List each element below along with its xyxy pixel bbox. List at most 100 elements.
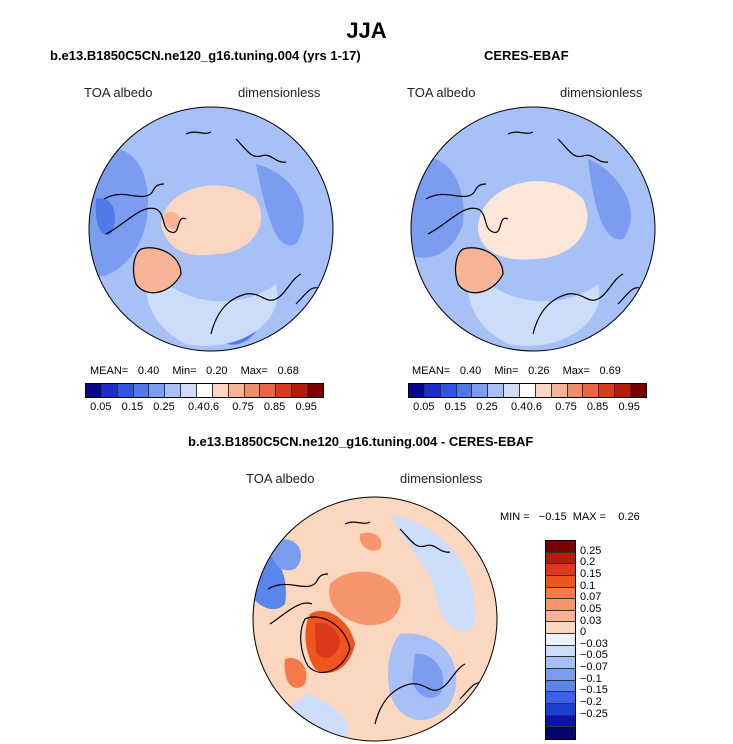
panel1-mean-label: MEAN= <box>90 365 129 377</box>
colorbar-swatch <box>546 610 575 623</box>
panel1-variable-label: TOA albedo <box>84 85 153 100</box>
colorbar-tick-label: 0.85 <box>586 401 609 413</box>
colorbar-swatch <box>244 384 261 397</box>
colorbar-tick-label: −0.1 <box>580 672 602 685</box>
panel1-max-value: 0.68 <box>277 365 299 377</box>
panel2-colorbar <box>408 383 647 398</box>
colorbar-tick-label: 0.2 <box>580 556 596 569</box>
panel2-polar-map <box>410 106 656 352</box>
colorbar-tick-label: 0.15 <box>444 401 467 413</box>
colorbar-swatch <box>546 634 575 646</box>
panel2-min-label: Min= <box>494 365 519 377</box>
colorbar-tick-label: 0.6 <box>203 401 220 413</box>
colorbar-swatch <box>504 384 521 397</box>
colorbar-swatch <box>276 384 293 397</box>
panel2-colorbar-ticks: 0.05 0.15 0.25 0.4 0.6 0.75 0.85 0.95 <box>408 401 645 415</box>
panel1-colorbar <box>85 383 324 398</box>
colorbar-swatch <box>546 657 575 670</box>
panel1-min-value: 0.20 <box>206 365 228 377</box>
colorbar-tick-label: 0.4 <box>187 401 204 413</box>
colorbar-tick-label: 0.4 <box>510 401 527 413</box>
colorbar-tick-label: −0.25 <box>580 707 608 720</box>
colorbar-tick-label: 0.95 <box>295 401 317 413</box>
colorbar-tick-label: 0.15 <box>580 567 602 580</box>
colorbar-swatch <box>535 384 552 397</box>
colorbar-swatch <box>117 384 134 397</box>
panel3-min-max-text: MIN = −0.15 MAX = 0.26 <box>500 511 640 523</box>
colorbar-swatch <box>520 384 536 397</box>
colorbar-swatch <box>599 384 616 397</box>
panel2-mean-value: 0.40 <box>459 365 482 377</box>
colorbar-tick-label: 0 <box>580 626 587 639</box>
panel3-polar-map <box>252 496 498 742</box>
colorbar-swatch <box>133 384 150 397</box>
colorbar-swatch <box>292 384 309 397</box>
colorbar-tick-label: 0.05 <box>580 602 602 615</box>
panel2-max-value: 0.69 <box>599 365 621 377</box>
panel3-variable-label: TOA albedo <box>246 471 315 486</box>
colorbar-swatch <box>149 384 166 397</box>
colorbar-tick-label: 0.25 <box>153 401 175 413</box>
colorbar-tick-label: 0.85 <box>263 401 286 413</box>
colorbar-swatch <box>308 384 323 397</box>
colorbar-tick-label: 0.25 <box>476 401 498 413</box>
colorbar-swatch <box>546 703 575 716</box>
panel2-max-label: Max= <box>562 365 590 377</box>
panel1-polar-map <box>88 106 334 352</box>
panel2-units-label: dimensionless <box>560 85 643 100</box>
colorbar-tick-label: −0.2 <box>580 696 602 709</box>
colorbar-swatch <box>165 384 182 397</box>
colorbar-tick-label: 0.25 <box>580 544 602 557</box>
colorbar-tick-label: 0.05 <box>413 401 435 413</box>
colorbar-swatch <box>546 622 575 635</box>
panel3-title: b.e13.B1850C5CN.ne120_g16.tuning.004 - C… <box>188 434 534 449</box>
colorbar-swatch <box>181 384 198 397</box>
colorbar-tick-label: −0.03 <box>580 637 608 650</box>
colorbar-swatch <box>551 384 568 397</box>
colorbar-swatch <box>86 384 102 397</box>
colorbar-tick-label: 0.1 <box>580 579 596 592</box>
colorbar-swatch <box>546 599 575 611</box>
panel1-max-label: Max= <box>240 365 268 377</box>
colorbar-swatch <box>101 384 118 397</box>
colorbar-tick-label: 0.07 <box>580 591 602 604</box>
panel2-variable-label: TOA albedo <box>407 85 476 100</box>
colorbar-swatch <box>488 384 505 397</box>
colorbar-tick-label: 0.05 <box>90 401 112 413</box>
colorbar-tick-label: 0.95 <box>618 401 640 413</box>
panel3-units-label: dimensionless <box>400 471 483 486</box>
colorbar-swatch <box>546 575 575 588</box>
colorbar-swatch <box>546 587 575 600</box>
panel2-title: CERES-EBAF <box>484 48 569 63</box>
colorbar-tick-label: 0.15 <box>121 401 144 413</box>
colorbar-swatch <box>546 692 575 704</box>
colorbar-swatch <box>546 564 575 576</box>
colorbar-swatch <box>546 727 575 739</box>
colorbar-swatch <box>472 384 489 397</box>
colorbar-tick-label: 0.6 <box>526 401 543 413</box>
panel2-mean-label: MEAN= <box>412 365 451 377</box>
colorbar-swatch <box>440 384 457 397</box>
colorbar-tick-label: −0.07 <box>580 661 608 674</box>
colorbar-swatch <box>567 384 584 397</box>
panel3-colorbar-ticks: 0.25 0.2 0.15 0.1 0.07 0.05 0.03 0 −0.03 −0.05 −0.… <box>580 540 640 738</box>
panel2-min-value: 0.26 <box>528 365 550 377</box>
colorbar-swatch <box>424 384 441 397</box>
colorbar-swatch <box>546 680 575 693</box>
colorbar-tick-label: 0.75 <box>232 401 254 413</box>
panel1-title: b.e13.B1850C5CN.ne120_g16.tuning.004 (yr… <box>50 48 361 63</box>
colorbar-swatch <box>615 384 632 397</box>
colorbar-tick-label: 0.03 <box>580 614 602 627</box>
colorbar-tick-label: −0.05 <box>580 649 608 662</box>
colorbar-tick-label: −0.15 <box>580 684 608 697</box>
colorbar-swatch <box>631 384 646 397</box>
panel1-min-label: Min= <box>172 365 197 377</box>
colorbar-swatch <box>583 384 600 397</box>
colorbar-swatch <box>546 715 575 728</box>
colorbar-swatch <box>546 645 575 658</box>
panel1-mean-value: 0.40 <box>137 365 160 377</box>
colorbar-swatch <box>197 384 213 397</box>
colorbar-swatch <box>546 552 575 565</box>
colorbar-swatch <box>409 384 425 397</box>
main-title: JJA <box>346 18 387 43</box>
